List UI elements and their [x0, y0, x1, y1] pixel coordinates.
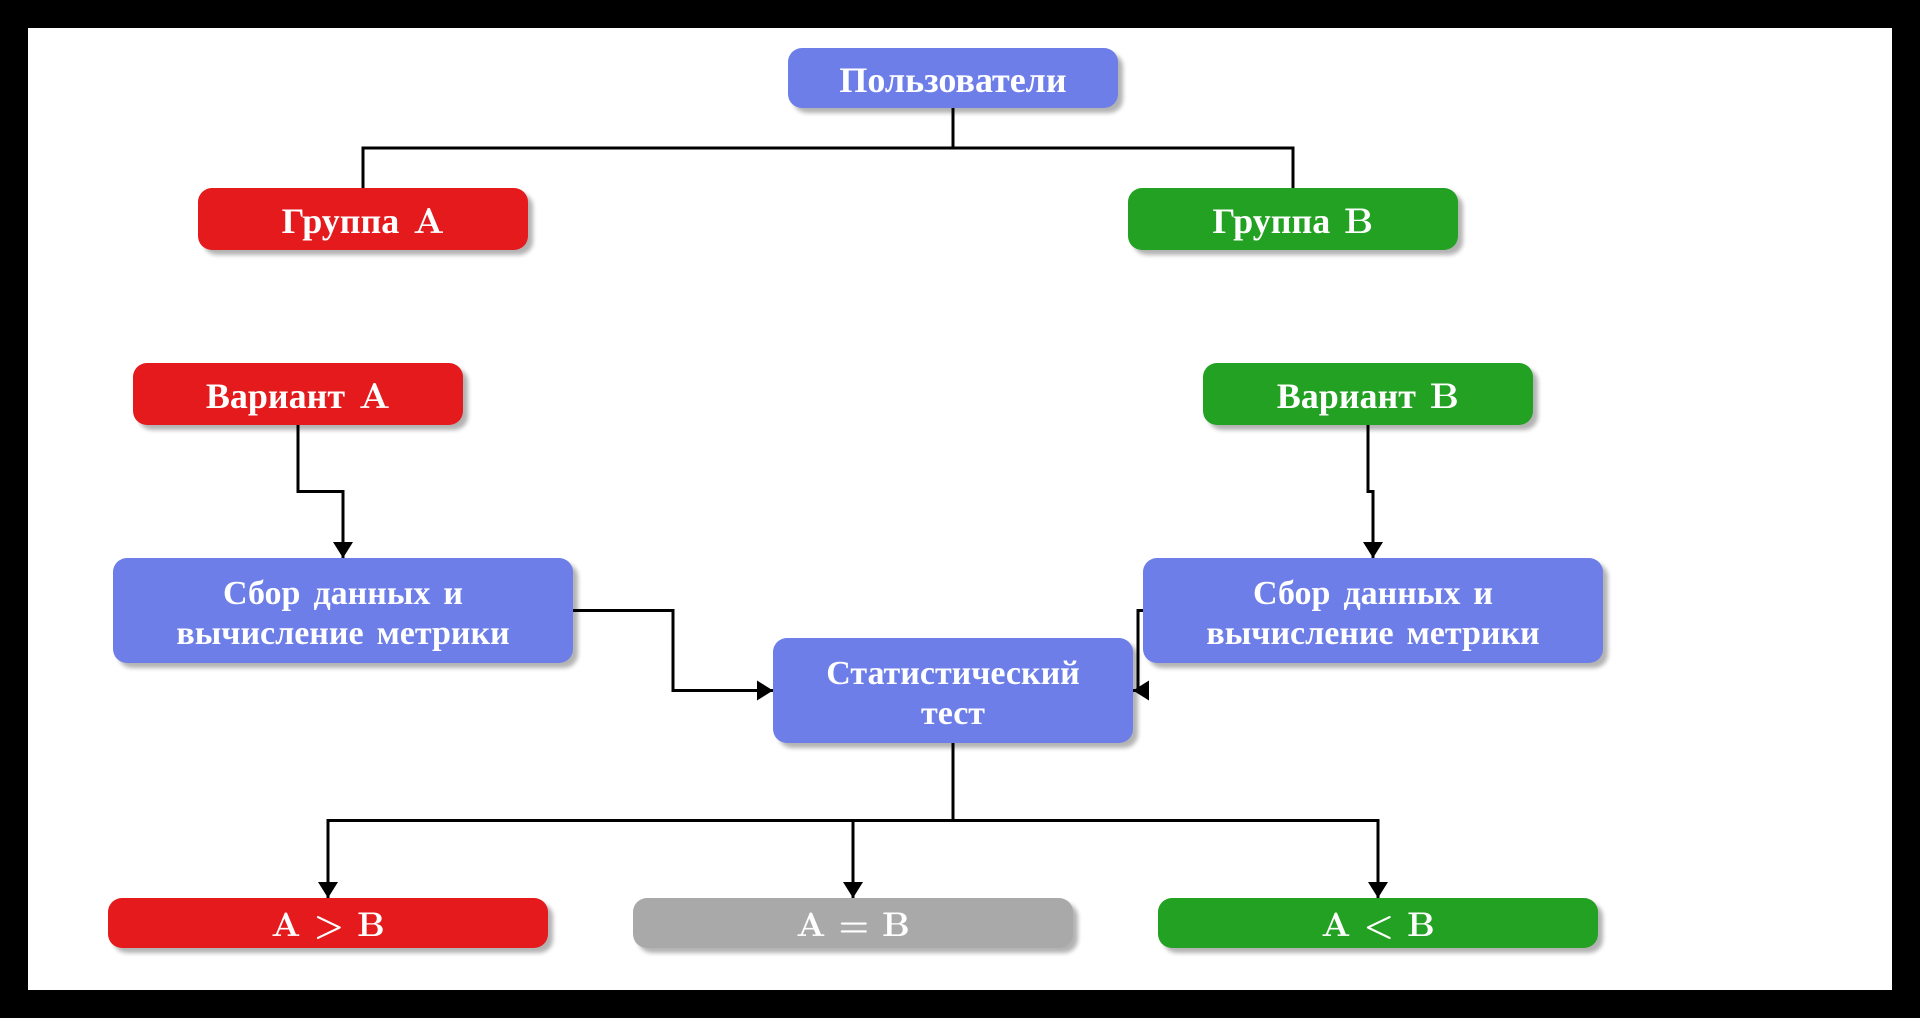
diagram-frame: Пользователи Группа A Группа B Вариант A Вар… — [24, 24, 1896, 994]
node-variantA: Вариант A — [133, 363, 463, 425]
node-metricB: Сбор данных и вычисление метрики — [1143, 558, 1603, 663]
node-agb: A > B — [108, 898, 548, 948]
edges-layer — [28, 28, 1892, 990]
node-groupB: Группа B — [1128, 188, 1458, 250]
node-aeb: A = B — [633, 898, 1073, 948]
node-metricA: Сбор данных и вычисление метрики — [113, 558, 573, 663]
node-variantB: Вариант B — [1203, 363, 1533, 425]
node-alb: A < B — [1158, 898, 1598, 948]
node-users: Пользователи — [788, 48, 1118, 108]
node-groupA: Группа A — [198, 188, 528, 250]
node-stat: Статистический тест — [773, 638, 1133, 743]
